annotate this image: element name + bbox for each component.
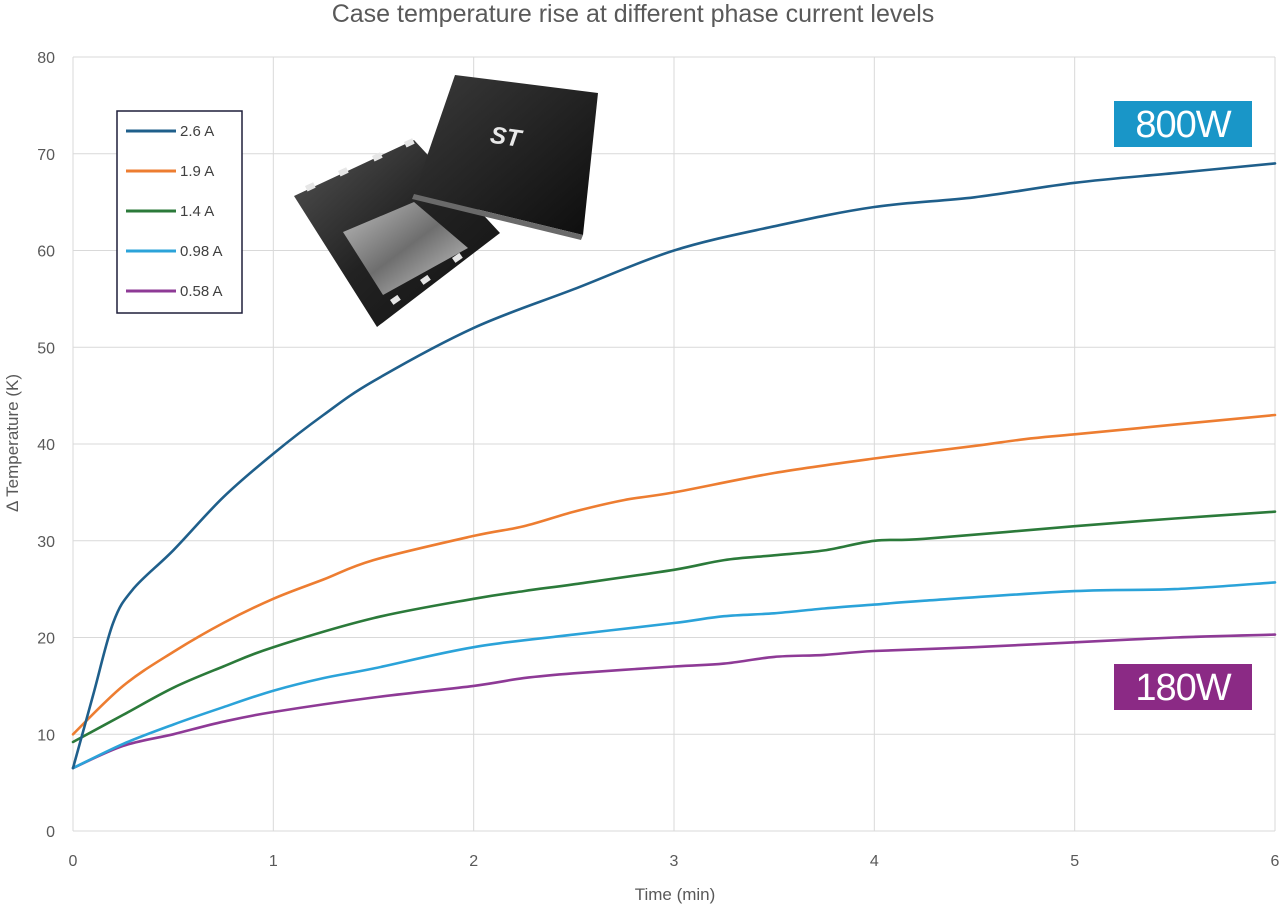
x-tick-label: 0 — [69, 853, 78, 870]
series-line-1-9-A — [71, 413, 1277, 736]
y-tick-label: 30 — [37, 534, 55, 551]
y-tick-label: 50 — [37, 340, 55, 357]
legend-entry: 2.6 A — [180, 123, 214, 140]
chip-package-image: ST — [294, 75, 598, 327]
y-tick-label: 0 — [46, 824, 55, 841]
x-tick-label: 3 — [670, 853, 679, 870]
x-tick-label: 5 — [1070, 853, 1079, 870]
legend-entry: 1.4 A — [180, 203, 214, 220]
series-layer — [71, 162, 1277, 770]
grid — [72, 56, 1276, 832]
series-line-0-58-A — [71, 633, 1277, 770]
y-tick-labels: 0 10 20 30 40 50 60 70 80 — [37, 50, 55, 841]
y-tick-label: 80 — [37, 50, 55, 67]
series-line-2-6-A — [71, 162, 1277, 770]
y-tick-label: 20 — [37, 631, 55, 648]
svg-text:ST: ST — [489, 122, 525, 153]
annotation-180w: 180W — [1114, 664, 1252, 710]
x-tick-label: 6 — [1271, 853, 1280, 870]
y-tick-label: 40 — [37, 437, 55, 454]
legend-entry: 0.98 A — [180, 243, 223, 260]
y-axis-label: Δ Temperature (K) — [3, 374, 22, 512]
legend-entry: 0.58 A — [180, 283, 223, 300]
x-tick-label: 4 — [870, 853, 879, 870]
annotation-800w: 800W — [1114, 101, 1252, 147]
legend-entry: 1.9 A — [180, 163, 214, 180]
y-tick-label: 60 — [37, 244, 55, 261]
series-line-1-4-A — [71, 510, 1277, 744]
y-tick-label: 70 — [37, 147, 55, 164]
y-tick-label: 10 — [37, 727, 55, 744]
x-tick-label: 2 — [469, 853, 478, 870]
x-axis-label: Time (min) — [635, 885, 716, 904]
x-tick-label: 1 — [269, 853, 278, 870]
series-line-0-98-A — [71, 581, 1277, 770]
legend: 2.6 A 1.9 A 1.4 A 0.98 A 0.58 A — [116, 110, 243, 314]
chart-title: Case temperature rise at different phase… — [331, 0, 935, 28]
x-tick-labels: 0 1 2 3 4 5 6 — [69, 853, 1280, 870]
